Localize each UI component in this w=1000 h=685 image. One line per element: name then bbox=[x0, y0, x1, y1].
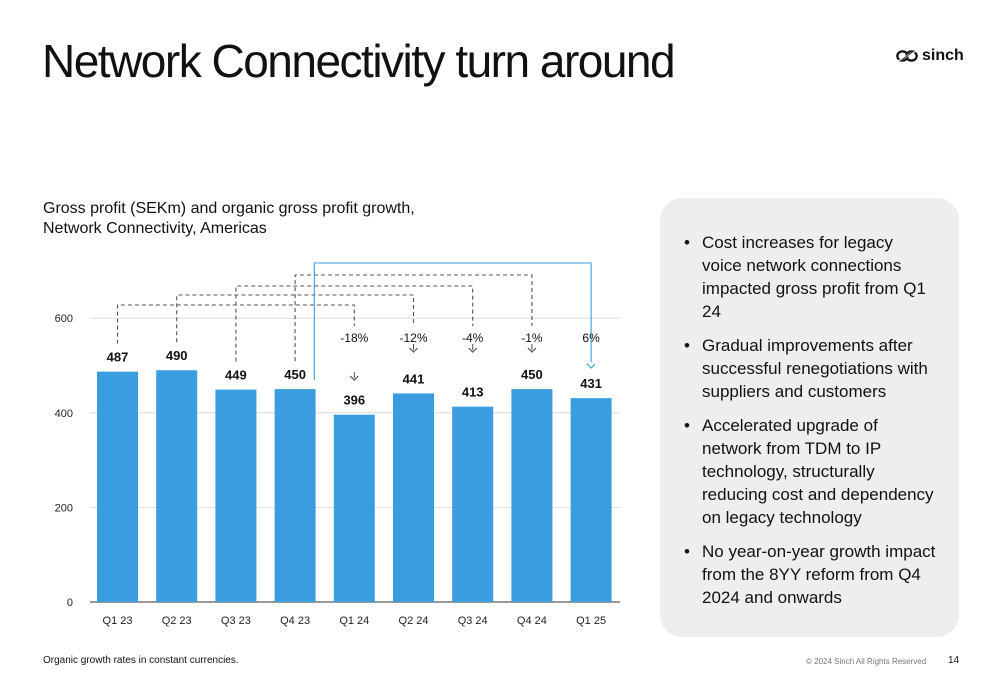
data-label: 413 bbox=[462, 385, 484, 400]
growth-bracket bbox=[294, 274, 533, 362]
bullet-item: • Accelerated upgrade of network from TDM… bbox=[660, 414, 959, 529]
y-tick-label: 400 bbox=[55, 408, 73, 420]
bar bbox=[452, 406, 494, 602]
growth-bracket bbox=[313, 262, 592, 380]
data-label: 450 bbox=[284, 367, 306, 382]
data-label: 487 bbox=[107, 350, 129, 365]
growth-label: -4% bbox=[462, 331, 484, 345]
data-label: 490 bbox=[166, 348, 188, 363]
growth-arrowhead-icon bbox=[468, 347, 478, 353]
logo-text: sinch bbox=[922, 47, 964, 64]
bar bbox=[274, 389, 316, 602]
data-label: 441 bbox=[403, 371, 425, 386]
footnote: Organic growth rates in constant currenc… bbox=[43, 655, 239, 666]
bar bbox=[570, 398, 612, 602]
data-label: 396 bbox=[343, 393, 365, 408]
commentary-panel: • Cost increases for legacy voice network… bbox=[660, 198, 959, 637]
bullet-dot: • bbox=[684, 542, 690, 561]
data-label: 449 bbox=[225, 368, 247, 383]
copyright: © 2024 Sinch All Rights Reserved bbox=[806, 657, 927, 666]
page-title: Network Connectivity turn around bbox=[42, 35, 676, 87]
chart-title: Gross profit (SEKm) and organic gross pr… bbox=[43, 200, 415, 237]
page-number: 14 bbox=[948, 655, 960, 666]
growth-arrowhead-icon bbox=[527, 347, 537, 353]
data-label: 450 bbox=[521, 367, 543, 382]
data-label: 431 bbox=[580, 376, 602, 391]
bar bbox=[97, 371, 138, 602]
sinch-logo-icon bbox=[896, 50, 918, 62]
x-tick-label: Q4 23 bbox=[280, 615, 310, 627]
growth-bracket bbox=[235, 285, 474, 362]
bullet-item: • No year-on-year growth impact from the … bbox=[660, 540, 959, 609]
bar bbox=[156, 370, 198, 602]
bullet-dot: • bbox=[684, 416, 690, 435]
growth-bracket bbox=[176, 294, 415, 343]
bullet-item: • Cost increases for legacy voice network… bbox=[660, 231, 959, 323]
growth-label: -18% bbox=[340, 331, 368, 345]
x-tick-label: Q1 23 bbox=[103, 615, 133, 627]
x-tick-label: Q4 24 bbox=[517, 615, 547, 627]
x-tick-label: Q2 23 bbox=[162, 615, 192, 627]
bullet-item: • Gradual improvements after successful r… bbox=[660, 334, 959, 403]
x-tick-label: Q3 24 bbox=[458, 615, 488, 627]
bar bbox=[393, 393, 434, 602]
bullet-text: Cost increases for legacy voice network … bbox=[702, 233, 926, 321]
x-tick-label: Q3 23 bbox=[221, 615, 251, 627]
x-tick-label: Q1 24 bbox=[339, 615, 369, 627]
bullet-dot: • bbox=[684, 336, 690, 355]
bar bbox=[333, 414, 375, 602]
x-tick-label: Q2 24 bbox=[399, 615, 429, 627]
brand-logo: sinch bbox=[896, 46, 964, 66]
bullet-list: • Cost increases for legacy voice network… bbox=[660, 231, 959, 609]
growth-arrowhead-icon bbox=[409, 347, 418, 353]
bar bbox=[215, 389, 257, 602]
growth-arrowhead-icon bbox=[586, 363, 596, 369]
bullet-text: Gradual improvements after successful re… bbox=[702, 336, 928, 401]
bullet-text: Accelerated upgrade of network from TDM … bbox=[702, 416, 934, 527]
growth-arrowhead-icon bbox=[349, 375, 359, 381]
bullet-text: No year-on-year growth impact from the 8… bbox=[702, 542, 936, 607]
growth-label: -1% bbox=[521, 331, 543, 345]
growth-label: 6% bbox=[582, 331, 600, 345]
gross-profit-chart: 0 200 400 600 487 Q1 23 490 Q2 23 449 Q3 23 450 Q4 … bbox=[55, 262, 620, 627]
y-tick-label: 600 bbox=[55, 313, 73, 325]
x-tick-label: Q1 25 bbox=[576, 615, 606, 627]
bar bbox=[511, 389, 553, 602]
y-tick-label: 0 bbox=[67, 597, 73, 609]
bullet-dot: • bbox=[684, 233, 690, 252]
growth-label: -12% bbox=[399, 331, 427, 345]
y-tick-label: 200 bbox=[55, 502, 73, 514]
